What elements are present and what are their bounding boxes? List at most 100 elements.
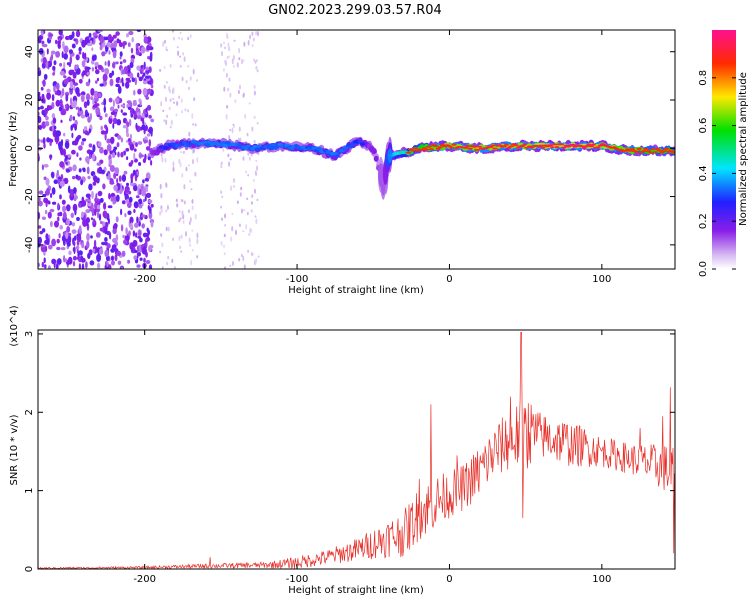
noise-blob [134,77,137,86]
noise-blob [106,266,109,269]
noise-blob [94,61,99,67]
faint-band-blob [244,113,247,119]
noise-blob [120,151,124,158]
noise-blob [50,220,53,228]
faint-band-blob [196,79,199,82]
noise-blob [124,185,130,193]
faint-band-blob [253,85,256,89]
snr-y-axis-label: SNR (10 * v/v) [9,414,20,485]
noise-blob [99,197,104,203]
ridge-mark [422,147,427,150]
noise-blob [60,247,66,251]
noise-blob [100,130,106,135]
noise-blob [75,87,80,95]
noise-blob [109,165,115,172]
faint-band-blob [246,211,249,216]
faint-band-blob [246,197,249,201]
noise-blob [107,60,111,67]
faint-band-blob [225,72,228,78]
faint-band-blob [253,139,256,144]
faint-band-blob [232,261,234,266]
noise-blob [106,230,111,236]
faint-band-blob [229,264,232,267]
noise-blob [85,156,90,163]
noise-blob [100,125,103,131]
faint-band-blob [235,229,237,236]
noise-blob [93,90,99,99]
noise-blob [73,246,76,255]
noise-blob [76,239,80,246]
noise-blob [118,175,122,182]
ridge-mark [163,146,169,150]
faint-band-blob [231,58,234,65]
noise-blob [115,77,120,84]
ridge-mark [550,146,555,149]
noise-blob [38,138,41,143]
noise-blob [38,225,42,229]
faint-band-blob [231,225,234,232]
noise-blob [92,181,97,186]
faint-band-blob [165,209,168,212]
faint-band-blob [232,65,235,68]
faint-band-blob [189,76,192,81]
faint-band-blob [160,208,163,214]
noise-blob [150,159,153,166]
noise-blob [133,255,138,261]
ridge-mark [335,154,340,158]
noise-blob [83,125,88,132]
noise-blob [51,124,55,132]
noise-blob [42,57,47,64]
ridge-mark [648,151,653,154]
noise-blob [91,217,93,221]
faint-band-blob [191,113,194,119]
faint-band-blob [227,87,230,92]
faint-band-blob [160,193,163,199]
faint-band-blob [190,259,193,266]
noise-blob [115,83,120,88]
ridge-mark [432,145,439,147]
noise-blob [75,54,80,61]
noise-blob [147,156,151,161]
noise-blob [126,33,129,38]
noise-blob [53,85,56,93]
noise-blob [145,146,151,151]
faint-band-blob [173,101,175,104]
noise-blob [78,46,82,53]
noise-blob [78,202,82,208]
noise-blob [139,154,144,158]
ridge-mark [181,140,187,145]
noise-blob [38,37,42,44]
noise-blob [100,169,106,174]
ridge-mark [668,149,674,152]
noise-blob [52,65,56,71]
noise-blob [95,232,101,238]
noise-blob [114,167,120,175]
faint-band-blob [243,209,246,212]
noise-blob [129,62,134,69]
noise-blob [57,141,63,149]
noise-blob [135,50,140,56]
faint-band-blob [161,156,164,163]
noise-blob [123,150,126,156]
noise-blob [51,94,55,102]
noise-blob [82,168,86,173]
noise-blob [72,261,76,267]
noise-blob [99,35,105,44]
x-tick-label: 0 [446,274,452,285]
noise-blob [147,205,150,210]
noise-blob [148,211,153,220]
y-tick-label: -40 [24,237,35,253]
noise-blob [99,227,105,232]
faint-band-blob [167,226,170,232]
ridge-mark [591,143,596,146]
ridge-mark [501,145,507,148]
ridge-mark [473,148,480,151]
noise-blob [121,200,126,205]
ridge-mark [325,150,331,154]
noise-blob [64,35,70,41]
faint-band-blob [254,188,256,194]
faint-band-blob [166,49,168,52]
noise-blob [45,115,49,121]
ridge-mark [409,149,416,152]
faint-band-blob [256,165,259,171]
